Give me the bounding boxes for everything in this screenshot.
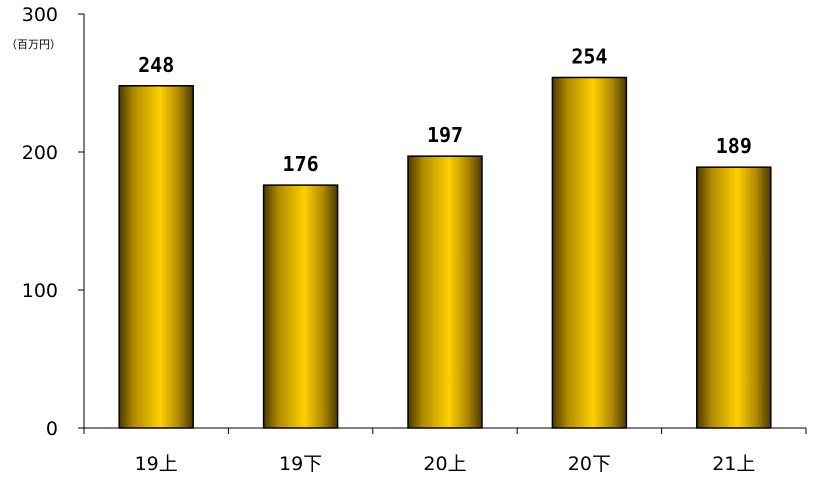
bar-20上 — [407, 155, 483, 429]
x-category-label: 20上 — [423, 453, 466, 475]
x-category-label: 21上 — [712, 453, 755, 475]
data-label: 254 — [571, 44, 607, 68]
data-label: 189 — [716, 134, 752, 158]
bar-20下 — [551, 76, 628, 429]
y-unit-label: （百万円） — [6, 38, 61, 51]
labels: 0 100 200 300 （百万円） 248 19上 176 19下 197 20上 254 20下 1… — [6, 4, 755, 475]
data-label: 248 — [138, 53, 174, 77]
bar-21上 — [696, 166, 772, 429]
data-label: 197 — [427, 123, 463, 147]
bar-19上 — [118, 85, 194, 429]
y-tick-label: 200 — [22, 142, 58, 164]
x-category-label: 19上 — [135, 453, 178, 475]
y-tick-label: 100 — [22, 280, 58, 302]
y-tick-label: 0 — [46, 418, 58, 440]
x-category-label: 19下 — [279, 453, 322, 475]
data-label: 176 — [283, 152, 319, 176]
bar-19下 — [262, 184, 339, 429]
x-category-label: 20下 — [568, 453, 611, 475]
bars — [118, 76, 772, 429]
y-tick-label: 300 — [22, 4, 58, 26]
